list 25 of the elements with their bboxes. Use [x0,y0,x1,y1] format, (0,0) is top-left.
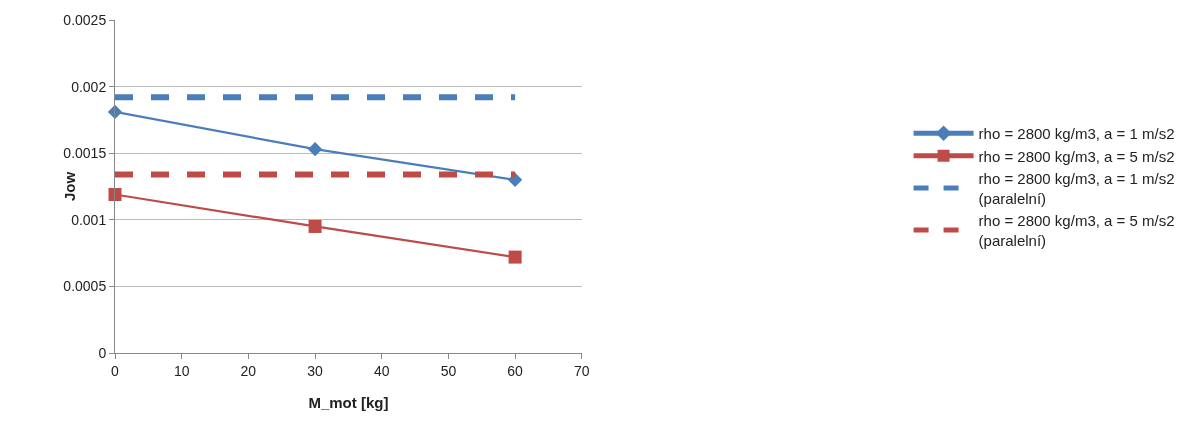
x-tick-label: 30 [307,362,324,379]
point [307,142,323,157]
y-tick-label: 0.0015 [63,145,107,162]
x-tick-label: 10 [173,362,190,379]
legend-label: rho = 2800 kg/m3, a = 1 m/s2 (paralelní) [978,170,1175,207]
point [108,187,122,201]
point [508,250,522,264]
y-axis-title: Jow [61,171,78,202]
x-tick-label: 40 [373,362,390,379]
x-tick-label: 0 [111,362,120,379]
x-tick-label: 60 [507,362,524,379]
legend-label: rho = 2800 kg/m3, a = 5 m/s2 (paralelní) [978,212,1175,249]
legend-label: rho = 2800 kg/m3, a = 1 m/s2 [978,125,1175,143]
y-tick-label: 0.002 [71,78,107,95]
y-tick-label: 0.001 [71,211,107,228]
x-tick-label: 20 [240,362,257,379]
legend-label: rho = 2800 kg/m3, a = 5 m/s2 [978,147,1175,165]
x-tick-label: 70 [574,362,590,379]
x-tick-label: 50 [440,362,457,379]
point [107,104,123,120]
point [308,219,322,233]
y-tick-label: 0.0025 [63,11,107,28]
y-tick-label: 0 [98,344,107,361]
y-tick-label: 0.0005 [63,278,107,295]
x-axis-title: M_mot [kg] [308,394,389,411]
